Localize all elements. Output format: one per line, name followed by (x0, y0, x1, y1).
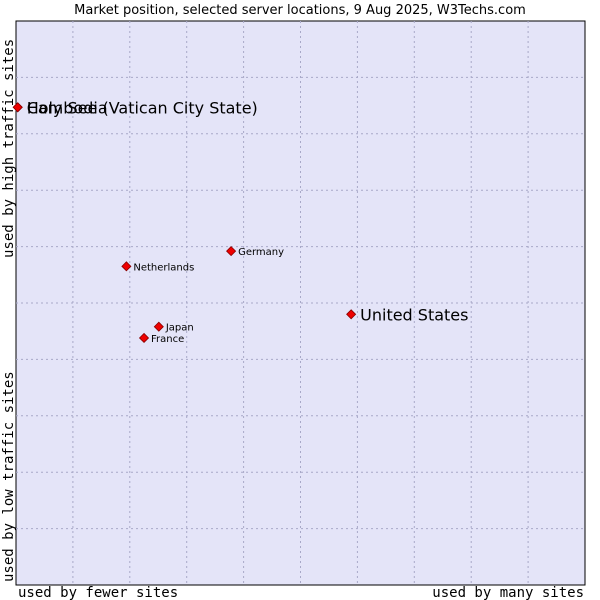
grid-lines (16, 21, 585, 585)
point-marker-japan (153, 321, 164, 332)
point-marker-cambodia (12, 102, 23, 113)
chart-title: Market position, selected server locatio… (74, 3, 526, 18)
point-label-japan: Japan (165, 323, 194, 334)
point-label-france: France (151, 334, 184, 345)
y-axis-label-low: used by low traffic sites (1, 371, 17, 582)
point-marker-germany (226, 246, 237, 257)
data-points: Holy See (Vatican City State)Cambodia Ger… (12, 98, 468, 345)
y-axis-label-high: used by high traffic sites (1, 39, 17, 258)
x-axis-label-high: used by many sites (432, 585, 584, 600)
point-label-united-states: United States (360, 305, 468, 324)
point-label-germany: Germany (238, 247, 284, 258)
point-label-cambodia: Cambodia (27, 98, 108, 117)
point-label-holy-see-vatican-city-state: Holy See (Vatican City State) (27, 98, 258, 117)
point-marker-france (138, 332, 150, 344)
x-axis-label-low: used by fewer sites (18, 585, 178, 600)
point-marker-united-states (346, 309, 357, 320)
point-marker-netherlands (121, 261, 132, 272)
point-label-netherlands: Netherlands (133, 262, 194, 273)
